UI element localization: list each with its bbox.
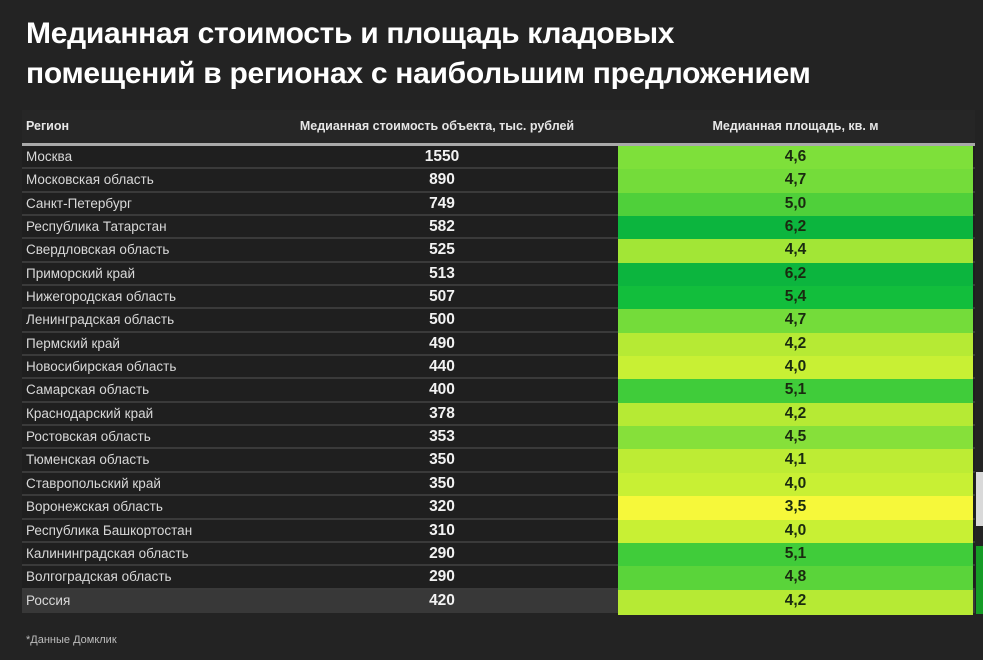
region-cell: Москва [26,149,73,164]
region-cell: Россия [26,592,71,608]
cost-cell: 378 [429,404,455,422]
cost-cell: 350 [429,474,455,492]
cost-cell: 500 [429,311,455,329]
source-footnote: *Данные Домклик [26,634,117,646]
cost-cell: 582 [429,218,455,236]
region-cell: Калининградская область [26,545,189,561]
header-area: Медианная площадь, кв. м [712,119,879,133]
region-cell: Новосибирская область [26,359,177,375]
area-cell: 5,0 [618,192,973,217]
table-row: Москва 1550 4,6 [22,146,975,170]
area-cell: 4,0 [618,519,973,543]
region-cell: Свердловская область [26,242,170,258]
region-cell: Приморский край [26,265,136,281]
edge-decoration-gray [976,472,983,526]
area-cell: 4,2 [618,332,973,357]
area-cell: 5,1 [618,379,973,403]
cost-cell: 400 [429,381,455,399]
cost-cell: 890 [429,171,455,189]
table-row: Московская область 890 4,7 [22,169,975,193]
area-cell: 6,2 [618,216,973,240]
cost-cell: 513 [429,264,455,282]
region-cell: Московская область [26,172,154,188]
area-cell: 4,4 [618,239,973,263]
area-cell: 4,1 [618,449,973,473]
region-cell: Самарская область [26,382,150,398]
cost-cell: 507 [429,288,455,306]
table-row: Ставропольский край 350 4,0 [22,472,975,497]
table-row: Новосибирская область 440 4,0 [22,356,975,380]
region-cell: Ленинградская область [26,312,175,328]
region-cell: Краснодарский край [26,405,154,421]
area-cell: 4,2 [618,402,973,427]
header-region: Регион [26,119,70,133]
table-row: Приморский край 513 6,2 [22,262,975,287]
table-row: Пермский край 490 4,2 [22,332,975,357]
table-row: Республика Татарстан 582 6,2 [22,216,975,240]
region-cell: Ростовская область [26,429,151,445]
table-row: Волгоградская область 290 4,8 [22,566,975,590]
region-cell: Пермский край [26,335,120,351]
area-cell: 4,2 [618,589,973,615]
area-cell: 4,0 [618,356,973,380]
cost-cell: 749 [429,194,455,212]
table-row: Санкт-Петербург 749 5,0 [22,192,975,217]
region-cell: Нижегородская область [26,289,177,305]
region-cell: Воронежская область [26,499,163,515]
table-row: Краснодарский край 378 4,2 [22,402,975,427]
table-row: Самарская область 400 5,1 [22,379,975,403]
area-cell: 6,2 [618,262,973,287]
cost-cell: 320 [429,498,455,516]
area-cell: 4,8 [618,566,973,590]
area-cell: 5,4 [618,286,973,310]
table-row: Тюменская область 350 4,1 [22,449,975,473]
region-cell: Санкт-Петербург [26,195,132,211]
table-row: Нижегородская область 507 5,4 [22,286,975,310]
cost-cell: 353 [429,428,455,446]
header-cost: Медианная стоимость объекта, тыс. рублей [299,119,575,133]
area-cell: 4,5 [618,426,973,450]
cost-cell: 525 [429,241,455,259]
table-header: Регион Медианная стоимость объекта, тыс.… [22,110,975,146]
title-line-2: помещений в регионах с наибольшим предло… [26,57,811,90]
region-cell: Ставропольский край [26,475,161,491]
area-cell: 4,6 [618,146,973,170]
table-row: Республика Башкортостан 310 4,0 [22,519,975,543]
cost-cell: 350 [429,451,455,469]
region-cell: Тюменская область [26,452,150,468]
region-cell: Республика Татарстан [26,219,167,235]
page-title: Медианная стоимость и площадь кладовых п… [26,14,983,94]
area-cell: 4,7 [618,309,973,333]
cost-cell: 290 [429,568,455,586]
cost-cell: 290 [429,544,455,562]
table-row: Ростовская область 353 4,5 [22,426,975,450]
area-cell: 5,1 [618,542,973,567]
table-row-total: Россия 420 4,2 [22,589,975,615]
cost-cell: 440 [429,358,455,376]
title-line-1: Медианная стоимость и площадь кладовых [26,17,675,50]
cost-cell: 490 [429,334,455,352]
table-row: Воронежская область 320 3,5 [22,496,975,520]
edge-decoration-green [976,546,983,614]
area-cell: 3,5 [618,496,973,520]
table-row: Ленинградская область 500 4,7 [22,309,975,333]
table-body: Москва 1550 4,6 Московская область 890 4,7 Сан… [22,146,975,615]
region-cell: Республика Башкортостан [26,522,193,538]
data-table: Регион Медианная стоимость объекта, тыс.… [22,110,975,615]
cost-cell: 310 [429,521,455,539]
table-row: Свердловская область 525 4,4 [22,239,975,263]
cost-cell: 420 [429,591,455,609]
table-row: Калининградская область 290 5,1 [22,542,975,567]
area-cell: 4,0 [618,472,973,497]
cost-cell: 1550 [424,148,460,165]
region-cell: Волгоградская область [26,569,172,585]
area-cell: 4,7 [618,169,973,193]
